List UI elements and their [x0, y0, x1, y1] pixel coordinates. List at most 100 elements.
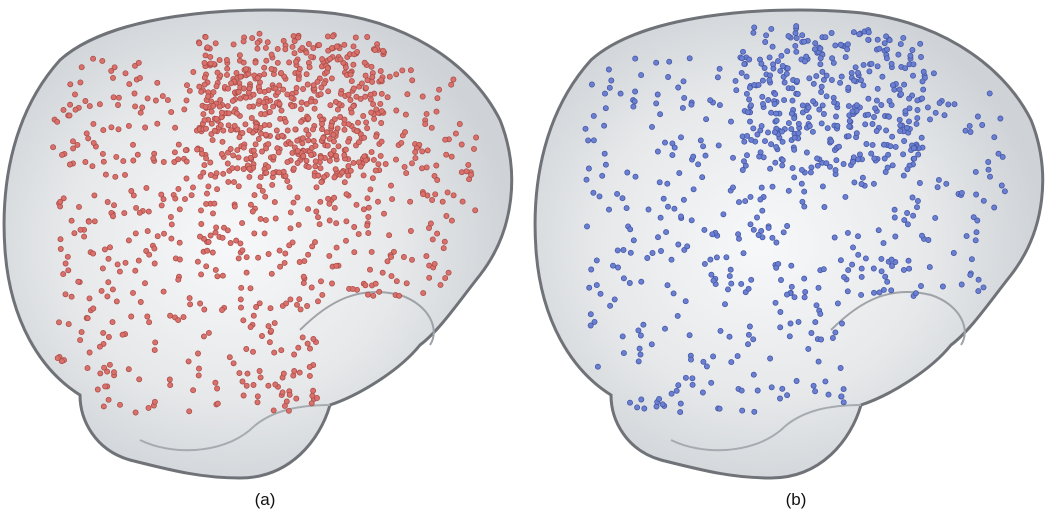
electrode-dot	[203, 200, 210, 207]
electrode-dot	[792, 42, 799, 49]
electrode-dot	[313, 184, 320, 191]
electrode-dot	[714, 74, 721, 81]
electrode-dot	[787, 320, 794, 327]
electrode-dot	[357, 163, 364, 170]
electrode-dot	[145, 404, 152, 411]
electrode-dot	[312, 239, 318, 246]
electrode-dot	[56, 319, 62, 326]
electrode-dot	[341, 116, 348, 123]
electrode-dot	[858, 181, 865, 187]
electrode-dot	[247, 201, 254, 208]
electrode-dot	[227, 146, 234, 152]
electrode-dot	[305, 115, 312, 122]
electrode-dot	[219, 234, 226, 241]
electrode-dot	[767, 165, 774, 172]
electrode-dot	[235, 154, 242, 161]
electrode-dot	[846, 118, 853, 124]
electrode-dot	[255, 254, 262, 261]
electrode-dot	[278, 347, 285, 354]
electrode-dot	[265, 323, 272, 330]
electrode-dot	[152, 97, 159, 104]
electrode-dot	[878, 268, 885, 275]
electrode-dot	[152, 339, 159, 346]
electrode-dot	[207, 172, 214, 178]
electrode-dot	[768, 384, 775, 391]
electrode-dot	[384, 258, 391, 265]
electrode-dot	[608, 77, 615, 84]
electrode-dot	[855, 69, 861, 76]
electrode-dot	[757, 149, 764, 156]
electrode-dot	[906, 105, 913, 112]
electrode-dot	[786, 333, 793, 340]
electrode-dot	[315, 172, 322, 179]
electrode-dot	[909, 194, 916, 201]
electrode-dot	[212, 266, 219, 273]
electrode-dot	[849, 108, 856, 115]
electrode-dot	[106, 361, 113, 368]
electrode-dot	[347, 71, 354, 78]
electrode-dot	[910, 72, 916, 79]
electrode-dot	[904, 210, 911, 216]
electrode-dot	[853, 102, 860, 109]
electrode-dot	[229, 97, 236, 104]
cerebellum-edge	[670, 404, 862, 452]
electrode-dot	[283, 300, 290, 307]
electrode-dot	[160, 159, 167, 165]
electrode-dot	[209, 249, 216, 256]
electrode-dot	[373, 106, 380, 113]
electrode-dot	[57, 198, 64, 205]
electrode-dot	[813, 302, 820, 309]
electrode-dot	[901, 217, 908, 224]
electrode-dot	[813, 73, 820, 80]
electrode-dot	[204, 190, 210, 197]
electrode-dot	[428, 124, 435, 131]
electrode-dot	[870, 265, 877, 272]
electrode-dot	[900, 172, 907, 179]
electrode-dot	[746, 84, 753, 91]
electrode-dot	[380, 47, 387, 54]
electrode-dot	[240, 166, 247, 172]
electrode-dot	[801, 38, 808, 45]
electrode-dot	[200, 333, 207, 340]
electrode-dot	[99, 57, 106, 64]
electrode-dot	[327, 102, 334, 109]
electrode-dot	[784, 392, 791, 399]
electrode-dot	[213, 83, 220, 90]
electrode-dot	[637, 332, 644, 339]
electrode-dot	[235, 88, 242, 95]
electrode-dot	[920, 86, 927, 93]
electrode-dot	[822, 378, 829, 385]
electrode-dot	[183, 175, 190, 182]
electrode-dot	[361, 59, 368, 66]
electrode-dot	[657, 214, 664, 221]
electrode-dot	[240, 317, 247, 324]
electrode-dot	[312, 158, 319, 165]
electrode-dot	[65, 267, 72, 274]
electrode-dot	[319, 291, 326, 298]
electrode-dot	[919, 232, 925, 239]
electrode-dot	[304, 303, 311, 309]
electrode-dot	[868, 60, 875, 67]
electrode-dot	[85, 218, 92, 225]
electrode-dot	[803, 149, 810, 156]
electrode-dot	[101, 246, 108, 253]
electrode-dot	[404, 91, 411, 98]
electrode-dot	[371, 47, 378, 53]
electrode-dot	[748, 136, 755, 143]
electrode-dot	[235, 255, 242, 262]
electrode-dot	[631, 98, 638, 105]
electrode-dot	[747, 118, 753, 125]
electrode-dot	[727, 266, 734, 273]
electrode-dot	[351, 224, 358, 230]
electrode-dot	[818, 120, 825, 127]
electrode-dot	[442, 275, 449, 282]
electrode-dot	[285, 407, 292, 414]
electrode-dot	[298, 106, 304, 113]
electrode-dot	[226, 354, 233, 361]
electrode-dot	[834, 122, 841, 129]
electrode-dot	[243, 382, 250, 389]
electrode-dot	[271, 320, 278, 327]
electrode-dot	[307, 98, 314, 105]
electrode-dot	[274, 45, 281, 52]
electrode-dot	[754, 131, 761, 138]
